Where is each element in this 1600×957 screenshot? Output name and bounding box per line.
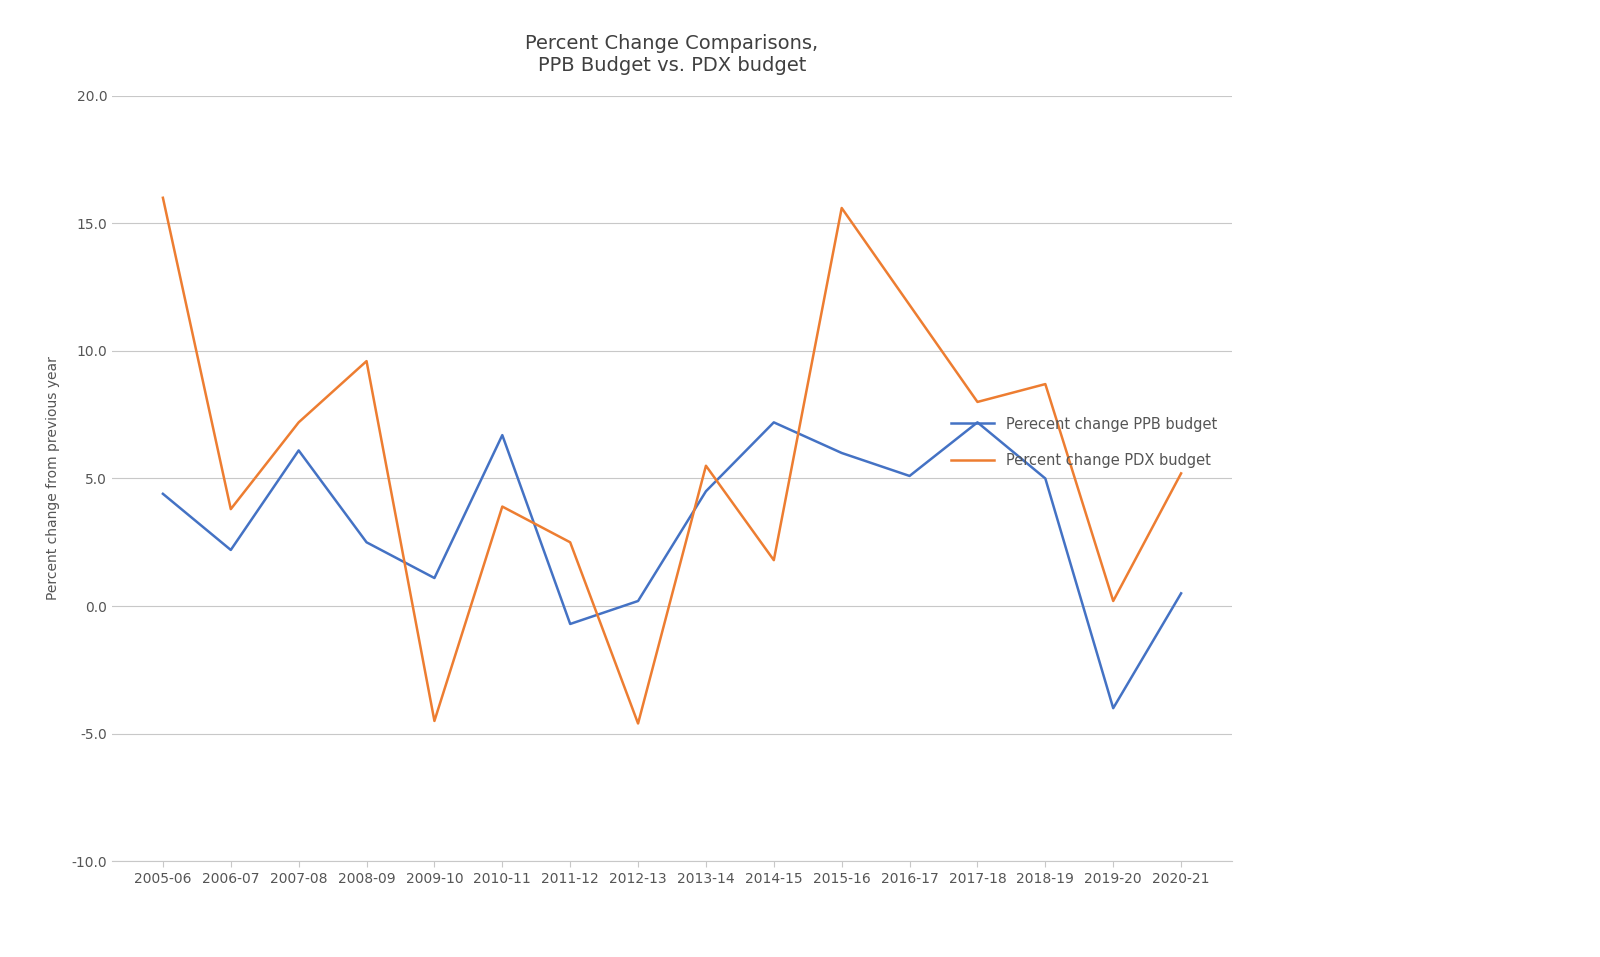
Title: Percent Change Comparisons,
PPB Budget vs. PDX budget: Percent Change Comparisons, PPB Budget v… <box>525 33 819 75</box>
Perecent change PPB budget <box>560 618 579 630</box>
Perecent change PPB budget <box>1171 588 1190 599</box>
Perecent change PPB budget <box>629 595 648 607</box>
Perecent change PPB budget <box>1104 702 1123 714</box>
Line: Percent change PDX budget: Percent change PDX budget <box>163 198 1181 723</box>
Percent change PDX budget <box>357 355 376 367</box>
Perecent change PPB budget <box>426 572 445 584</box>
Perecent change PPB budget <box>1035 473 1054 484</box>
Percent change PDX budget <box>832 202 851 213</box>
Percent change PDX budget <box>765 554 784 566</box>
Perecent change PPB budget <box>696 485 715 497</box>
Percent change PDX budget <box>426 715 445 726</box>
Perecent change PPB budget <box>832 447 851 458</box>
Percent change PDX budget <box>1035 378 1054 389</box>
Percent change PDX budget <box>1104 595 1123 607</box>
Perecent change PPB budget <box>221 545 240 556</box>
Percent change PDX budget <box>968 396 987 408</box>
Percent change PDX budget <box>290 416 309 428</box>
Percent change PDX budget <box>629 718 648 729</box>
Percent change PDX budget <box>221 503 240 515</box>
Perecent change PPB budget <box>765 416 784 428</box>
Percent change PDX budget <box>560 537 579 548</box>
Perecent change PPB budget <box>357 537 376 548</box>
Perecent change PPB budget <box>154 488 173 500</box>
Perecent change PPB budget <box>968 416 987 428</box>
Perecent change PPB budget <box>493 430 512 441</box>
Perecent change PPB budget <box>899 470 918 481</box>
Percent change PDX budget <box>493 501 512 512</box>
Percent change PDX budget <box>899 300 918 311</box>
Y-axis label: Percent change from previous year: Percent change from previous year <box>46 357 61 600</box>
Percent change PDX budget <box>154 192 173 204</box>
Percent change PDX budget <box>1171 468 1190 479</box>
Legend: Perecent change PPB budget, Percent change PDX budget: Perecent change PPB budget, Percent chan… <box>944 410 1224 476</box>
Perecent change PPB budget <box>290 445 309 456</box>
Percent change PDX budget <box>696 460 715 472</box>
Line: Perecent change PPB budget: Perecent change PPB budget <box>163 422 1181 708</box>
